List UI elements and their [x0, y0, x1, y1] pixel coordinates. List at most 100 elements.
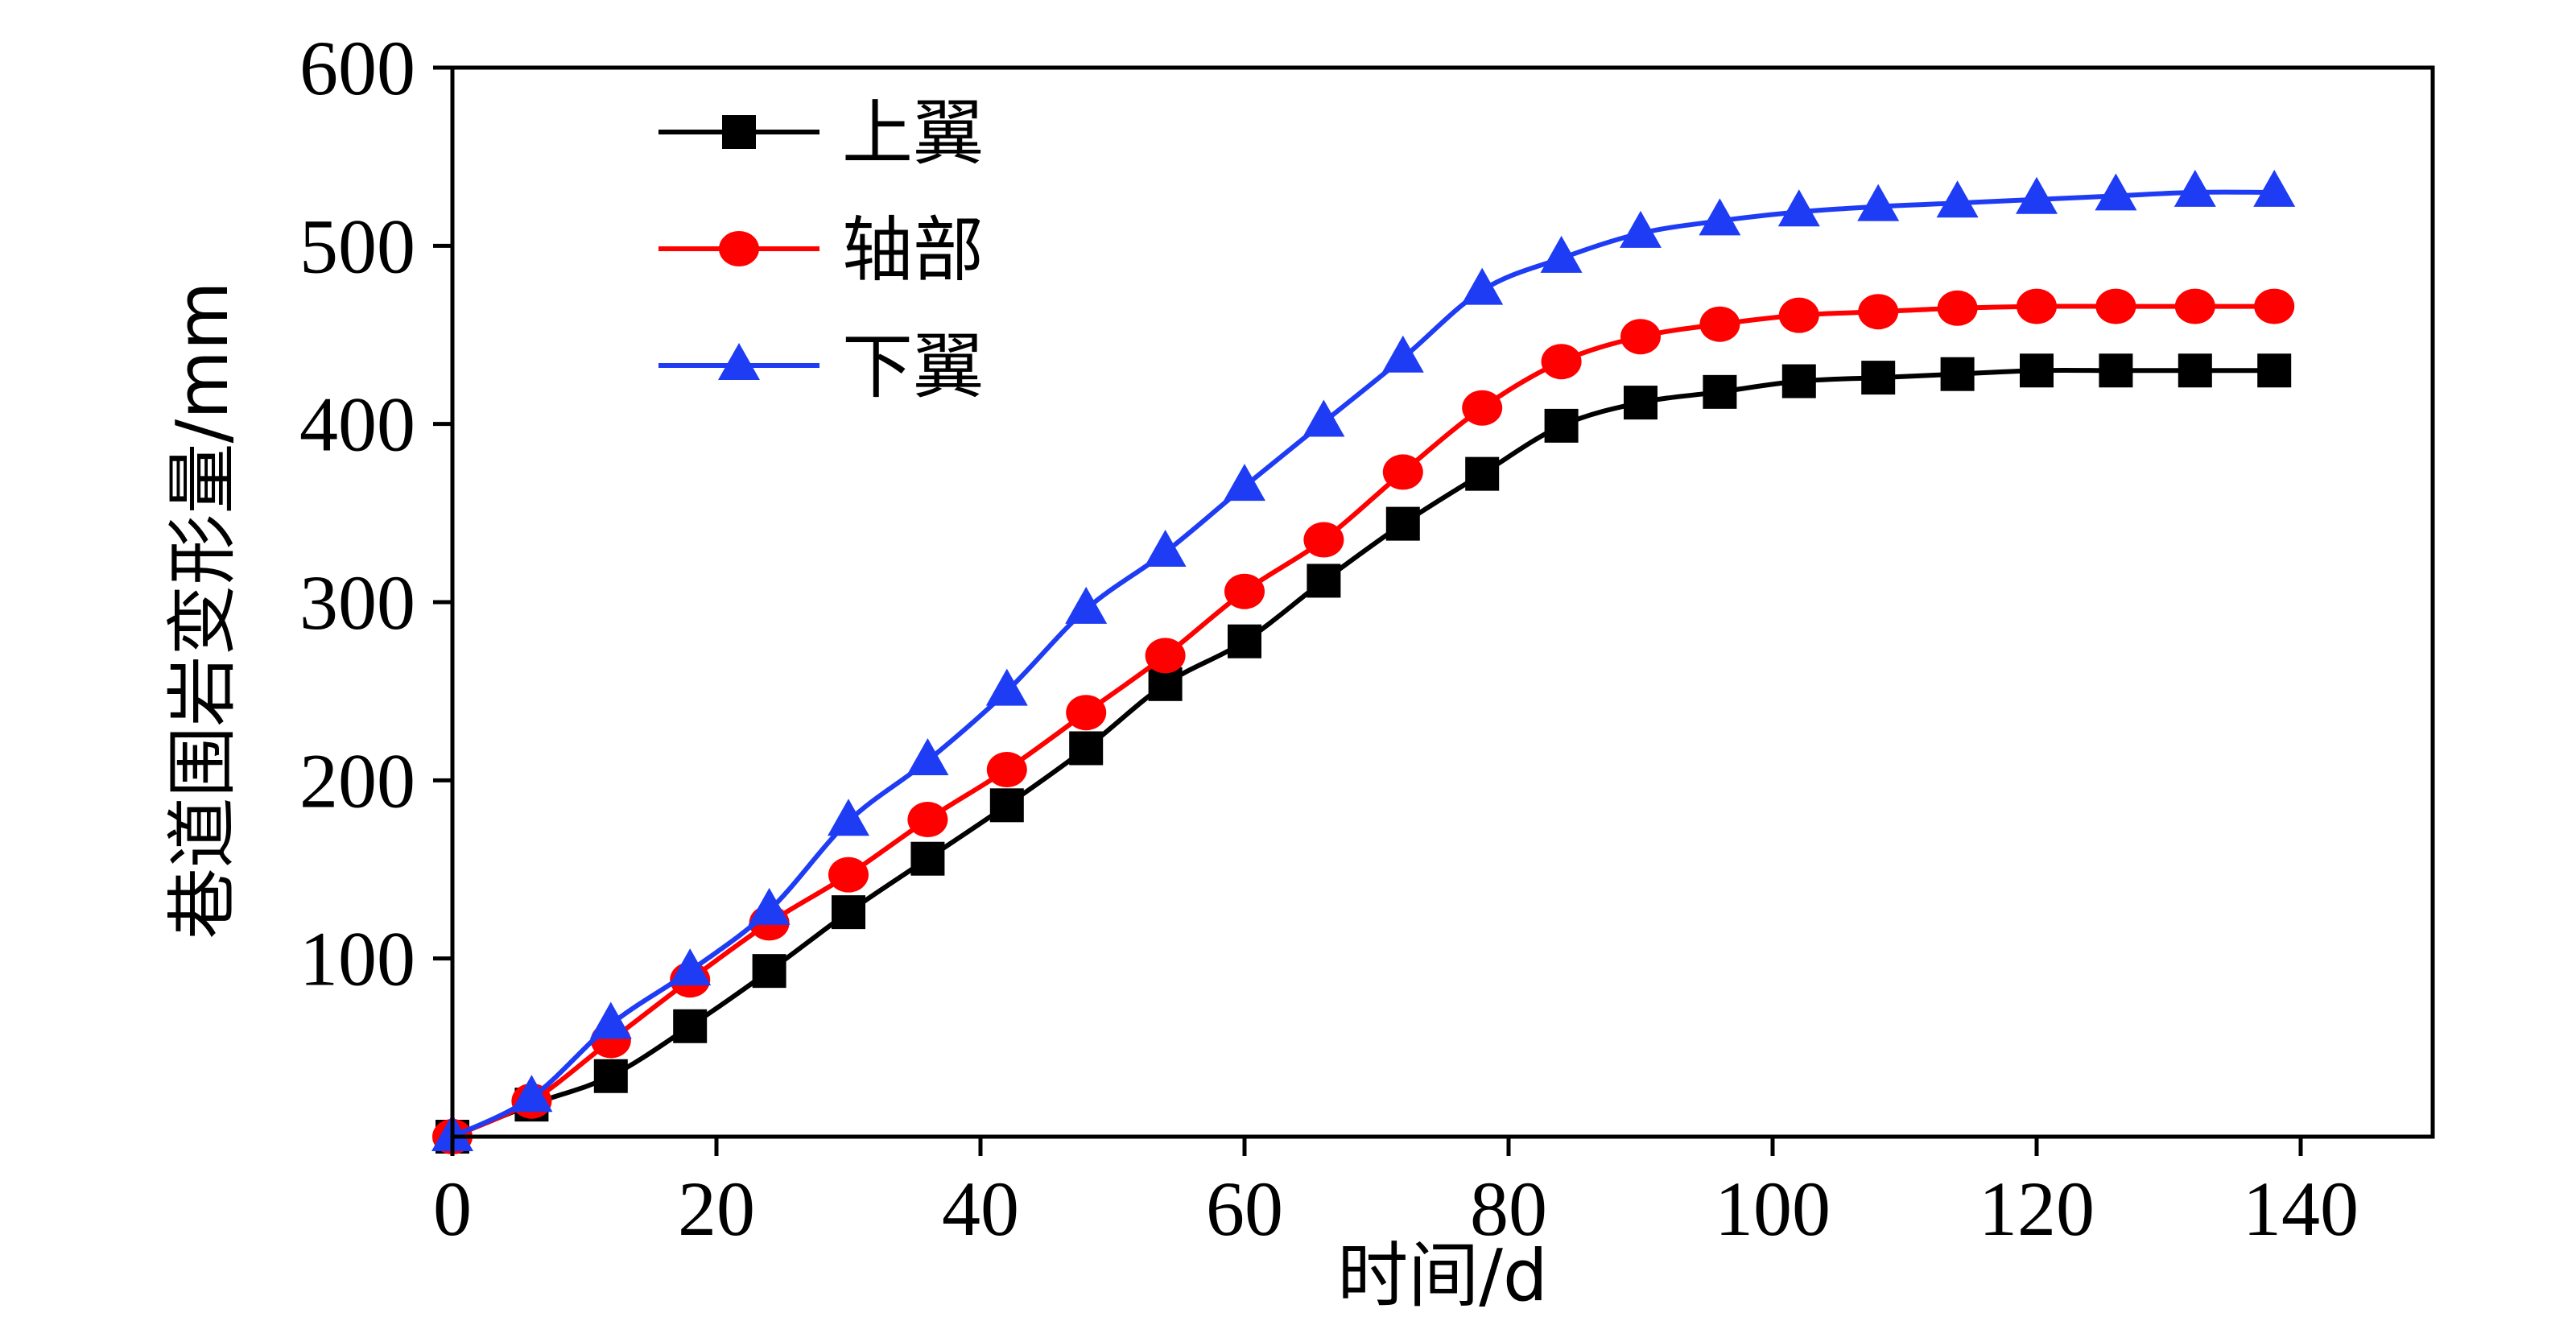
- data-point: [593, 1059, 628, 1093]
- data-point: [1861, 361, 1896, 395]
- data-point: [1465, 456, 1500, 491]
- data-point: [832, 895, 865, 930]
- legend-item: 下翼: [658, 325, 984, 408]
- x-tick-label: 60: [1206, 1166, 1283, 1252]
- y-axis: 100 200 300 400 500 600: [299, 25, 452, 1002]
- data-point: [1781, 364, 1816, 398]
- data-point: [2020, 353, 2054, 388]
- data-point: [1145, 638, 1186, 674]
- data-point: [1144, 530, 1187, 568]
- data-point: [2095, 173, 2137, 211]
- data-point: [1069, 731, 1104, 766]
- x-axis-title: 时间/d: [1337, 1234, 1548, 1317]
- data-point: [1777, 189, 1820, 227]
- data-point: [985, 668, 1028, 706]
- data-point: [1065, 586, 1108, 624]
- data-point: [2095, 288, 2136, 324]
- legend-item: 上翼: [658, 92, 984, 175]
- series-3: [431, 169, 2296, 1151]
- legend-label: 轴部: [842, 208, 984, 291]
- data-point: [673, 1009, 708, 1043]
- data-point: [2016, 176, 2058, 214]
- x-tick-label: 20: [678, 1166, 755, 1252]
- x-tick-label: 0: [433, 1166, 472, 1252]
- data-point: [1620, 210, 1662, 248]
- data-point: [1936, 180, 1979, 218]
- data-point: [2099, 353, 2133, 388]
- series-line: [451, 303, 2275, 1139]
- plot-lines: [431, 169, 2296, 1154]
- data-point: [1303, 522, 1344, 558]
- x-tick-label: 40: [942, 1166, 1019, 1252]
- data-point: [910, 841, 945, 876]
- y-tick-label: 300: [299, 559, 415, 646]
- x-tick-label: 120: [1979, 1166, 2095, 1252]
- data-point: [1699, 198, 1741, 236]
- legend-item: 轴部: [658, 208, 984, 291]
- data-point: [1307, 564, 1341, 598]
- data-point: [989, 788, 1024, 823]
- x-tick-label: 100: [1715, 1166, 1831, 1252]
- data-point: [1778, 297, 1819, 333]
- legend-label: 上翼: [842, 92, 984, 175]
- data-point: [1462, 390, 1503, 426]
- data-point: [2253, 169, 2296, 207]
- data-point: [2178, 353, 2212, 388]
- data-point: [1703, 374, 1737, 409]
- data-point: [669, 948, 712, 986]
- data-point: [828, 799, 869, 836]
- legend-marker: [719, 231, 759, 266]
- y-tick-label: 600: [299, 25, 415, 111]
- legend-label: 下翼: [842, 325, 984, 408]
- data-point: [1385, 506, 1420, 541]
- data-point: [2017, 288, 2057, 324]
- data-point: [1937, 290, 1978, 326]
- data-point: [1624, 386, 1657, 420]
- data-point: [1066, 695, 1107, 731]
- y-tick-label: 200: [299, 737, 415, 824]
- series-1: [436, 353, 2292, 1154]
- y-tick-label: 400: [299, 382, 415, 468]
- data-point: [1620, 319, 1661, 355]
- series-line: [451, 189, 2275, 1139]
- y-tick-label: 500: [299, 203, 415, 289]
- data-point: [1940, 357, 1975, 391]
- data-point: [2174, 288, 2215, 324]
- series-2: [432, 288, 2295, 1154]
- data-point: [2254, 288, 2295, 324]
- data-point: [1544, 408, 1579, 443]
- data-point: [1224, 464, 1265, 502]
- data-point: [1541, 344, 1582, 380]
- data-point: [1228, 624, 1261, 658]
- x-axis: 0 20 40 60 80 100 120 140: [433, 1137, 2359, 1252]
- data-point: [1699, 306, 1740, 342]
- data-point: [1461, 267, 1504, 305]
- legend-marker: [718, 343, 760, 380]
- data-point: [589, 1001, 632, 1039]
- data-point: [2257, 353, 2292, 388]
- x-tick-label: 80: [1470, 1166, 1547, 1252]
- y-tick-label: 100: [299, 916, 415, 1002]
- data-point: [907, 802, 948, 838]
- y-axis-title: 巷道围岩变形量/mm: [161, 281, 244, 939]
- data-point: [1540, 235, 1583, 273]
- data-point: [1224, 573, 1265, 609]
- x-tick-label: 140: [2243, 1166, 2359, 1252]
- data-point: [1381, 335, 1424, 373]
- data-point: [828, 857, 869, 893]
- legend-marker: [722, 115, 756, 149]
- data-point: [752, 954, 786, 989]
- data-point: [748, 887, 791, 925]
- data-point: [1858, 294, 1899, 330]
- data-point: [1302, 399, 1345, 437]
- data-point: [986, 752, 1027, 788]
- data-point: [1857, 184, 1900, 221]
- plot-frame: [450, 65, 2435, 1139]
- data-point: [510, 1075, 553, 1113]
- data-point: [906, 737, 949, 775]
- series-line: [451, 367, 2275, 1139]
- data-point: [1382, 454, 1423, 490]
- data-point: [2174, 169, 2216, 207]
